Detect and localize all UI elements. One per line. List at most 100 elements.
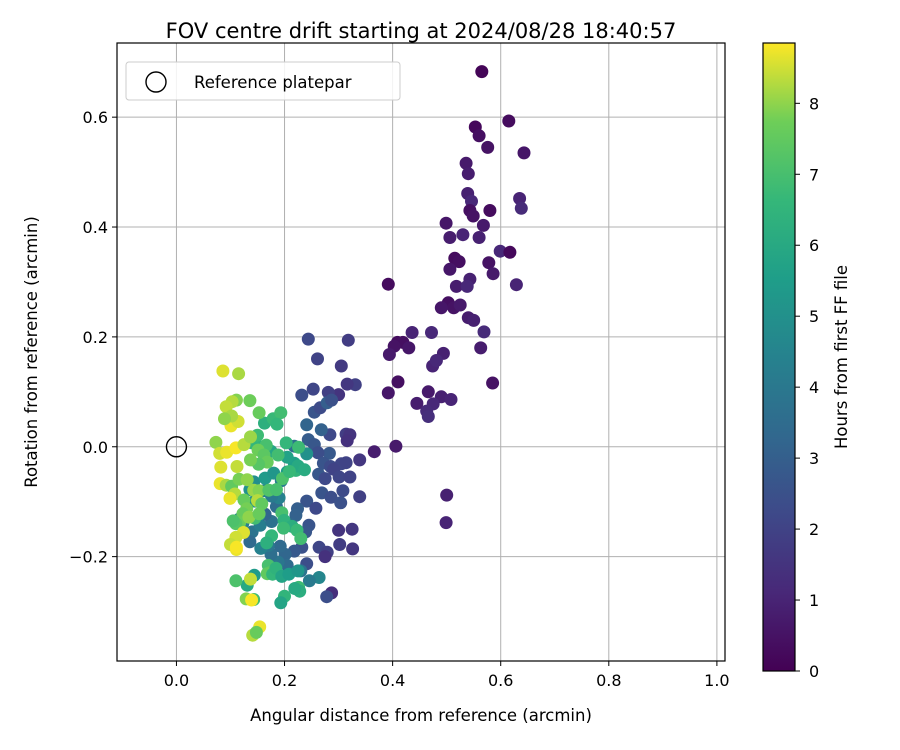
data-point — [466, 209, 480, 223]
data-point — [332, 470, 346, 484]
colorbar-gradient — [762, 42, 796, 672]
colorbar-tick-label: 7 — [809, 165, 819, 184]
data-point — [298, 463, 311, 477]
y-axis-label: Rotation from reference (arcmin) — [22, 216, 41, 488]
data-point — [334, 496, 348, 510]
data-point — [477, 325, 491, 339]
data-point — [306, 382, 320, 396]
data-point — [334, 359, 348, 373]
data-point — [244, 453, 257, 467]
x-tick-label: 0.6 — [488, 671, 513, 690]
data-point — [242, 510, 256, 524]
y-tick-label: 0.6 — [83, 108, 108, 127]
data-point — [474, 341, 488, 355]
data-point — [405, 326, 419, 339]
data-point — [389, 439, 403, 453]
data-point — [456, 228, 470, 242]
data-point — [482, 256, 496, 270]
data-point — [244, 572, 257, 586]
data-point — [218, 412, 231, 426]
x-tick-label: 0.0 — [164, 671, 189, 690]
data-point — [273, 539, 287, 553]
data-point — [513, 192, 527, 205]
data-point — [340, 434, 354, 448]
data-point — [421, 385, 435, 399]
grid — [117, 43, 725, 661]
legend: Reference platepar — [125, 61, 401, 101]
data-point — [421, 410, 435, 423]
data-point — [353, 453, 367, 467]
data-point — [252, 507, 266, 521]
data-point — [269, 483, 283, 497]
data-point — [481, 140, 495, 154]
data-point — [493, 244, 507, 258]
reference-platepar-marker — [165, 436, 188, 458]
data-point — [443, 262, 457, 276]
data-point — [216, 364, 230, 378]
data-point — [229, 574, 243, 588]
data-point — [517, 146, 531, 160]
data-point — [292, 440, 306, 454]
colorbar-ticks: 0 1 2 3 4 5 6 7 8 — [795, 94, 819, 681]
data-point — [300, 494, 314, 508]
data-point — [502, 114, 516, 128]
data-point — [277, 521, 290, 535]
data-point — [325, 393, 339, 407]
colorbar: 0 1 2 3 4 5 6 7 8 Hours from first FF file — [762, 42, 851, 681]
x-tick-label: 1.0 — [704, 671, 729, 690]
data-point — [252, 484, 266, 498]
data-point — [429, 354, 443, 367]
data-point — [320, 590, 334, 604]
x-tick-label: 0.2 — [272, 671, 297, 690]
data-point — [302, 574, 316, 588]
data-point — [301, 332, 315, 346]
legend-box — [125, 61, 401, 101]
data-point — [244, 430, 257, 444]
data-point — [402, 341, 416, 355]
data-point — [391, 375, 405, 389]
data-point — [230, 460, 244, 473]
data-point — [309, 501, 323, 515]
legend-entry-reference-platepar: Reference platepar — [194, 73, 352, 92]
data-point — [314, 423, 328, 437]
colorbar-tick-label: 4 — [809, 378, 819, 397]
colorbar-tick-label: 5 — [809, 307, 819, 326]
colorbar-label: Hours from first FF file — [832, 265, 851, 449]
colorbar-tick-label: 6 — [809, 236, 819, 255]
x-axis-label: Angular distance from reference (arcmin) — [250, 706, 592, 725]
data-point — [279, 436, 293, 450]
data-point — [311, 352, 324, 366]
data-point — [311, 446, 325, 460]
x-tick-label: 0.4 — [380, 671, 405, 690]
data-point — [282, 465, 296, 478]
data-point — [271, 448, 285, 462]
data-point — [509, 278, 523, 292]
colorbar-tick-label: 8 — [809, 94, 819, 113]
data-point — [300, 418, 314, 432]
data-point — [333, 538, 347, 551]
data-point — [483, 204, 497, 217]
data-point — [382, 348, 396, 361]
data-point — [214, 460, 228, 474]
y-tick-label: −0.2 — [69, 548, 108, 567]
data-point — [449, 279, 463, 293]
data-point — [345, 522, 359, 536]
data-point — [514, 201, 528, 215]
data-point — [240, 473, 254, 487]
data-point — [340, 377, 354, 391]
data-point — [381, 386, 395, 400]
data-point — [341, 333, 355, 347]
colorbar-tick-label: 1 — [809, 591, 819, 610]
chart-title: FOV centre drift starting at 2024/08/28 … — [166, 19, 677, 43]
data-point — [318, 472, 332, 486]
data-point — [322, 446, 336, 460]
y-axis-ticks: −0.2 0.0 0.2 0.4 0.6 — [69, 108, 117, 567]
data-point — [318, 550, 332, 564]
data-point — [353, 490, 367, 504]
data-point — [245, 593, 259, 607]
data-point — [209, 435, 223, 449]
data-point — [274, 406, 288, 420]
data-point — [444, 393, 458, 406]
data-point — [249, 625, 263, 639]
data-point — [255, 497, 269, 511]
